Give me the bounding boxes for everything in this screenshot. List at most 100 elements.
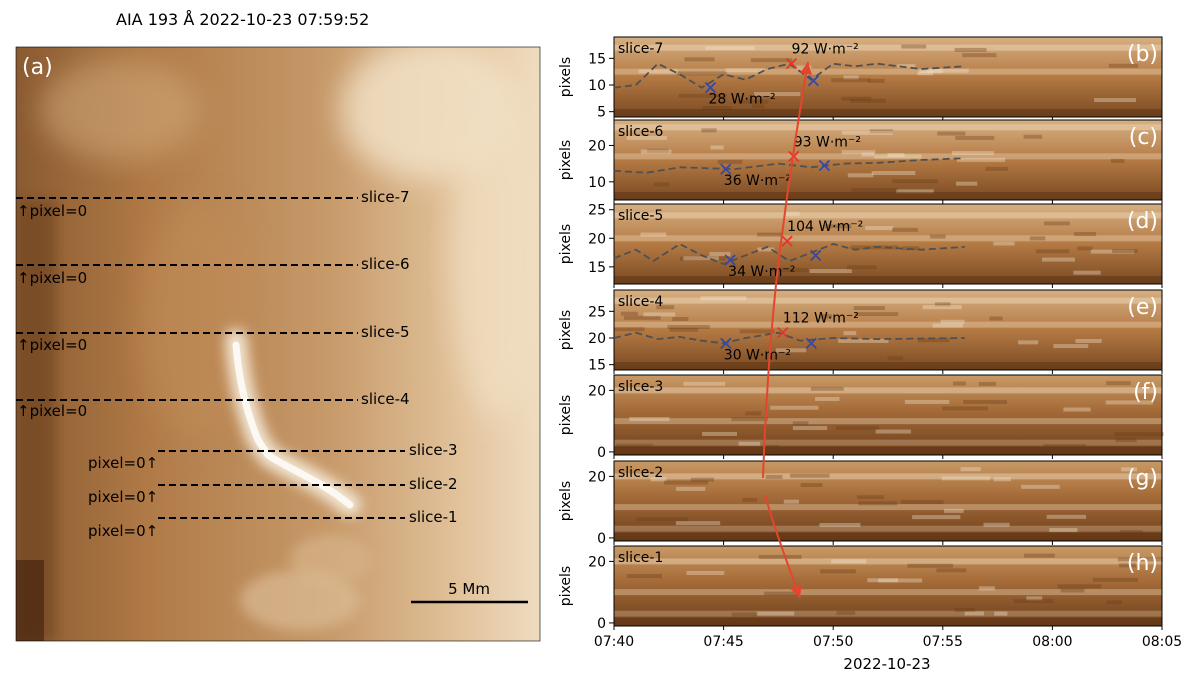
- y-tick-label: 25: [588, 203, 606, 219]
- blue-min-marker: [720, 337, 732, 349]
- td-texture: [955, 135, 995, 140]
- td-texture: [725, 68, 765, 73]
- td-texture: [850, 98, 886, 103]
- td-texture: [897, 64, 916, 69]
- pixel-origin-label: ↑pixel=0: [17, 202, 87, 220]
- td-texture: [847, 173, 874, 178]
- td-panel-label: (d): [1127, 209, 1158, 234]
- blue-min-marker: [807, 75, 820, 87]
- y-axis-label: pixels: [558, 310, 574, 350]
- td-slice-label: slice-1: [618, 550, 663, 566]
- y-tick-label: 0: [597, 531, 606, 547]
- td-texture: [1041, 257, 1076, 262]
- td-texture: [809, 269, 852, 274]
- td-texture: [892, 179, 938, 184]
- td-texture: [1046, 514, 1087, 519]
- td-texture: [861, 152, 874, 157]
- td-texture: [1074, 232, 1097, 237]
- td-texture: [772, 268, 809, 273]
- td-texture: [919, 69, 943, 74]
- solar-image: [16, 47, 540, 641]
- td-texture: [943, 508, 964, 513]
- td-panel-frame: [613, 36, 1163, 118]
- td-texture: [868, 78, 885, 83]
- min-flux-label: 30 W·m⁻²: [724, 347, 791, 363]
- pixel-origin-label: ↑pixel=0: [17, 269, 87, 287]
- td-panel-background: [614, 546, 1162, 626]
- x-axis: 07:40 07:45 07:50 07:55 08:00 08:05: [594, 634, 1182, 650]
- td-bright-band: [614, 153, 1162, 160]
- td-texture: [1049, 528, 1078, 533]
- td-bright-band: [614, 589, 1162, 596]
- td-texture: [764, 591, 798, 596]
- td-texture: [667, 325, 710, 330]
- td-texture: [993, 477, 1011, 482]
- td-panel-label: (e): [1127, 295, 1158, 320]
- td-dark-floor: [614, 276, 1162, 284]
- td-texture: [731, 417, 768, 422]
- td-bright-band: [614, 473, 1162, 480]
- td-texture: [684, 57, 715, 62]
- slice-label: slice-3: [409, 441, 458, 459]
- td-texture: [956, 181, 978, 186]
- td-texture: [937, 131, 966, 136]
- td-texture: [676, 71, 727, 76]
- td-panel-label: (h): [1127, 551, 1158, 576]
- td-texture: [956, 157, 1006, 162]
- blue-min-marker: [805, 337, 817, 349]
- pixel-origin-label: pixel=0↑: [88, 522, 158, 540]
- td-slice-label: slice-6: [618, 124, 663, 140]
- td-texture: [819, 522, 861, 527]
- td-texture: [664, 480, 709, 485]
- td-panel-background: [614, 37, 1162, 117]
- figure-title: AIA 193 Å 2022-10-23 07:59:52: [116, 10, 369, 29]
- td-bright-band: [614, 44, 1162, 51]
- panel-a: (a) slice-7 slice-6 slice-5 slice-4 slic…: [15, 46, 541, 642]
- td-texture: [656, 305, 675, 310]
- td-slice-label: slice-2: [618, 465, 663, 481]
- td-texture: [702, 106, 733, 111]
- slice-label: slice-1: [409, 508, 458, 526]
- td-texture: [1023, 134, 1043, 139]
- td-texture: [643, 312, 676, 317]
- td-texture: [757, 247, 775, 252]
- td-texture: [901, 44, 927, 49]
- y-axis-label: pixels: [558, 57, 574, 97]
- td-texture: [922, 305, 962, 310]
- td-texture: [672, 317, 689, 321]
- td-bright-band: [614, 321, 1162, 328]
- td-panel-frame: [613, 289, 1163, 371]
- y-tick-label: 25: [588, 304, 606, 320]
- min-flux-label: 36 W·m⁻²: [724, 173, 791, 189]
- td-texture: [1075, 339, 1102, 344]
- td-texture: [626, 574, 663, 579]
- td-texture: [678, 93, 727, 98]
- td-panel-frame: [613, 545, 1163, 627]
- td-texture: [754, 92, 801, 97]
- min-flux-label: 34 W·m⁻²: [728, 264, 795, 280]
- td-texture: [686, 571, 725, 576]
- td-texture: [838, 338, 889, 343]
- td-texture: [896, 189, 934, 194]
- td-dark-floor: [614, 192, 1162, 200]
- td-panel: slice-4 (e) 15 20 25 pixels 112 W·m⁻² 30 W·m⁻²: [558, 289, 1163, 374]
- td-texture: [675, 521, 721, 526]
- td-bright-band: [614, 387, 1162, 394]
- td-texture: [710, 145, 724, 150]
- blue-min-marker: [818, 159, 831, 172]
- td-texture: [907, 563, 954, 568]
- td-texture: [941, 476, 991, 481]
- td-texture: [951, 151, 994, 156]
- y-tick-label: 15: [588, 260, 606, 276]
- td-texture: [904, 399, 950, 404]
- td-texture: [1090, 249, 1135, 254]
- td-texture: [912, 515, 961, 520]
- td-dark-floor: [614, 618, 1162, 626]
- td-texture: [932, 323, 964, 328]
- x-tick-label: 07:45: [703, 634, 743, 650]
- td-texture: [842, 130, 893, 135]
- y-tick-label: 20: [588, 383, 606, 399]
- td-texture: [841, 96, 872, 101]
- slice-label: slice-4: [361, 390, 410, 408]
- blue-min-marker: [720, 163, 732, 175]
